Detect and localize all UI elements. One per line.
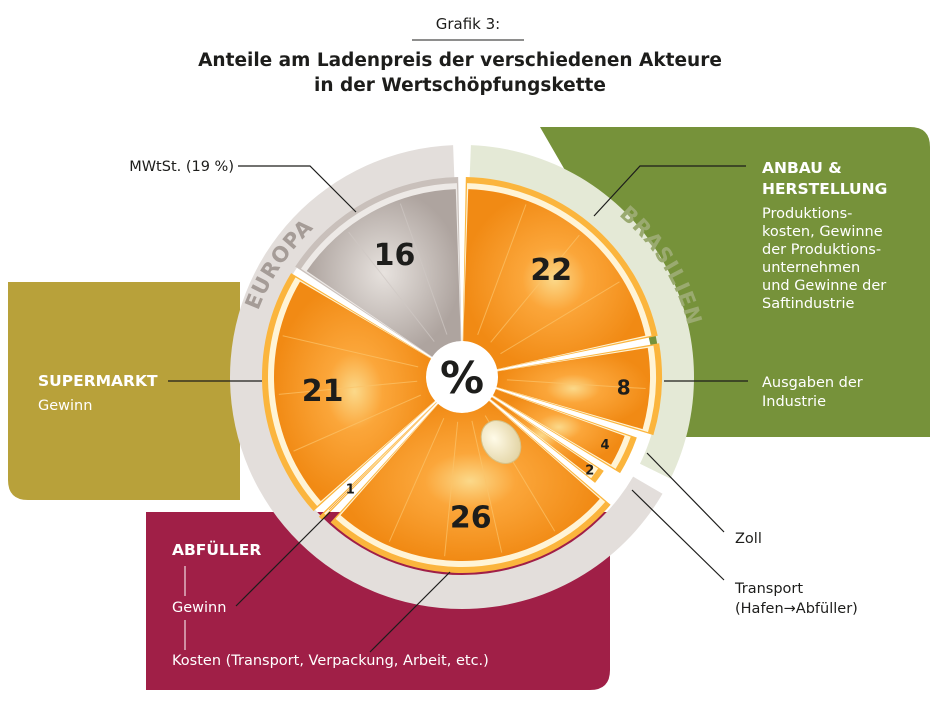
anbau-line-1: Produktions- (762, 206, 852, 222)
value-label-1: 22 (530, 253, 572, 288)
orange-seed (480, 420, 522, 464)
abfueller-gewinn: Gewinn (172, 600, 226, 616)
ausgaben-line-1: Ausgaben der (762, 375, 863, 391)
anbau-line-5: und Gewinne der (762, 278, 886, 294)
leader-lines (168, 165, 748, 653)
figure-label: Grafik 3: (436, 15, 500, 33)
value-label-6: 1 (346, 482, 355, 497)
pie-slice-2 (496, 343, 662, 436)
pie-slices (261, 177, 662, 573)
anbau-panel (540, 127, 930, 437)
pie-slice-4 (490, 396, 604, 483)
pie-slice-1 (462, 177, 658, 370)
value-label-3: 4 (600, 438, 609, 453)
abfueller-kosten-leader (369, 571, 451, 653)
anbau-title-1: ANBAU & (762, 159, 842, 177)
value-label-5: 26 (450, 501, 492, 536)
anbau-line-4: unternehmen (762, 260, 860, 276)
supermarkt-sub: Gewinn (38, 398, 92, 414)
anbau-leader (593, 165, 746, 217)
abfueller-gewinn-leader (235, 511, 331, 607)
pie-slice-6 (318, 402, 437, 521)
value-label-8: 16 (374, 238, 416, 273)
value-label-7: 21 (302, 374, 344, 409)
pie-slice-8 (295, 177, 462, 358)
supermarkt-title: SUPERMARKT (38, 372, 158, 390)
anbau-line-6: Saftindustrie (762, 296, 854, 312)
center-disc (432, 347, 492, 407)
ausgaben-line-2: Industrie (762, 394, 826, 410)
abfueller-kosten: Kosten (Transport, Verpackung, Arbeit, e… (172, 653, 489, 669)
value-label-2: 8 (617, 375, 631, 399)
anbau-title-2: HERSTELLUNG (762, 180, 887, 198)
anbau-line-2: kosten, Gewinne (762, 224, 883, 240)
chart-title-line2: in der Wertschöpfungskette (314, 75, 606, 96)
transport-leader (631, 489, 725, 581)
mwst-callout: MWtSt. (19 %) (129, 159, 234, 175)
zoll-callout: Zoll (735, 531, 762, 547)
transport-callout-2: (Hafen→Abfüller) (735, 601, 858, 617)
pie-slice-5 (330, 400, 611, 573)
pie-slice-3 (492, 388, 637, 474)
europa-ring (230, 145, 462, 609)
value-label-4: 2 (585, 464, 594, 479)
zoll-leader (646, 452, 725, 533)
mwst-leader (238, 165, 357, 213)
europa-ring-lower (462, 476, 663, 609)
chart-title-line1: Anteile am Ladenpreis der verschiedenen … (198, 50, 722, 71)
center-percent-label: % (440, 353, 484, 404)
abfueller-title: ABFÜLLER (172, 540, 261, 559)
pie-slice-7 (261, 273, 436, 512)
transport-callout-1: Transport (734, 581, 803, 597)
anbau-line-3: der Produktions- (762, 242, 881, 258)
supermarkt-panel (8, 282, 240, 500)
brasilien-ring (469, 145, 694, 479)
